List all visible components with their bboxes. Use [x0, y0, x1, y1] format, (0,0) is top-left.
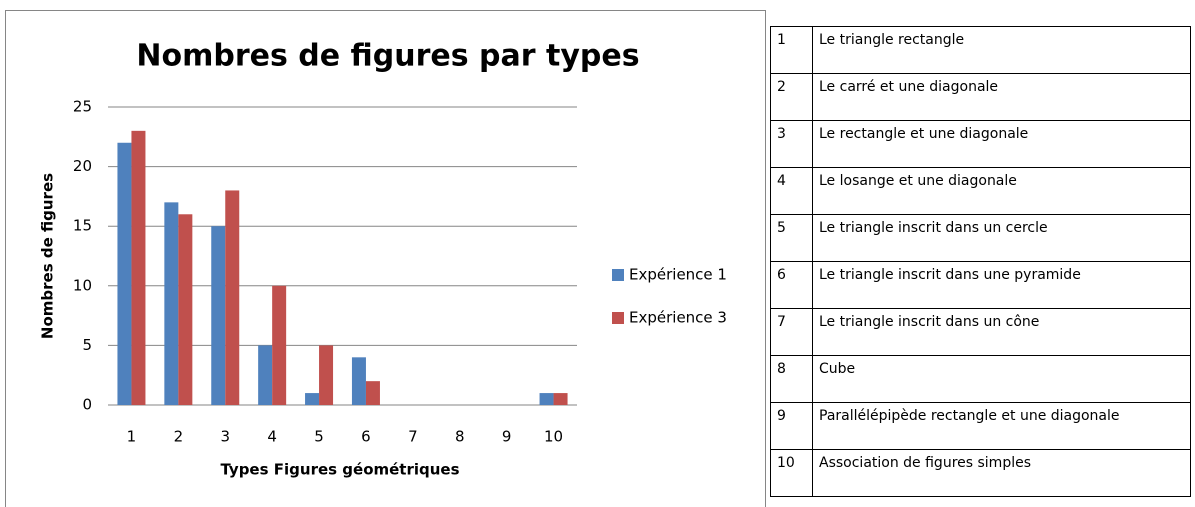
row-label: Le losange et une diagonale: [812, 167, 1191, 215]
bar: [351, 357, 366, 405]
row-number: 8: [770, 355, 813, 403]
y-tick-label: 5: [82, 336, 92, 354]
bar: [164, 202, 179, 405]
row-label: Cube: [812, 355, 1191, 403]
legend-swatch: [612, 312, 624, 324]
row-label: Le triangle inscrit dans un cercle: [812, 214, 1191, 262]
legend-table: 1 Le triangle rectangle 2 Le carré et une d…: [770, 26, 1191, 497]
y-tick-label: 20: [73, 157, 92, 175]
x-tick-label: 5: [314, 428, 324, 446]
bar: [272, 285, 287, 405]
y-tick-label: 25: [73, 98, 92, 116]
row-number: 5: [770, 214, 813, 262]
table-row: 7 Le triangle inscrit dans un cône: [770, 308, 1191, 356]
bar: [211, 226, 226, 405]
bar: [365, 381, 380, 405]
row-number: 1: [770, 26, 813, 74]
x-tick-label: 6: [361, 428, 371, 446]
row-number: 2: [770, 73, 813, 121]
row-label: Le carré et une diagonale: [812, 73, 1191, 121]
x-tick-label: 7: [408, 428, 418, 446]
row-number: 6: [770, 261, 813, 309]
chart: Nombres de figures par types Types Figur…: [5, 10, 766, 507]
x-tick-label: 9: [502, 428, 512, 446]
x-tick-label: 4: [267, 428, 277, 446]
x-tick-label: 3: [220, 428, 230, 446]
table-row: 6 Le triangle inscrit dans une pyramide: [770, 261, 1191, 309]
table-row: 9 Parallélépipède rectangle et une diagon…: [770, 402, 1191, 450]
bar: [178, 214, 193, 405]
row-label: Le triangle inscrit dans une pyramide: [812, 261, 1191, 309]
row-number: 3: [770, 120, 813, 168]
row-number: 9: [770, 402, 813, 450]
y-tick-label: 15: [73, 217, 92, 235]
bar: [553, 393, 568, 405]
row-label: Le triangle rectangle: [812, 26, 1191, 74]
table-row: 1 Le triangle rectangle: [770, 26, 1191, 74]
table-row: 3 Le rectangle et une diagonale: [770, 120, 1191, 168]
bar: [117, 142, 132, 405]
y-axis-label: Nombres de figures: [39, 173, 57, 339]
table-row: 8 Cube: [770, 355, 1191, 403]
row-number: 7: [770, 308, 813, 356]
x-tick-label: 1: [127, 428, 137, 446]
y-tick-label: 10: [73, 276, 92, 294]
y-tick-label: 0: [82, 396, 92, 414]
row-number: 10: [770, 449, 813, 497]
table-row: 4 Le losange et une diagonale: [770, 167, 1191, 215]
bar: [131, 130, 146, 405]
bar: [319, 345, 334, 405]
x-tick-label: 8: [455, 428, 465, 446]
row-label: Le rectangle et une diagonale: [812, 120, 1191, 168]
row-label: Le triangle inscrit dans un cône: [812, 308, 1191, 356]
chart-title: Nombres de figures par types: [136, 39, 639, 74]
row-label: Parallélépipède rectangle et une diagona…: [812, 402, 1191, 450]
table-row: 5 Le triangle inscrit dans un cercle: [770, 214, 1191, 262]
bar: [258, 345, 273, 405]
table-row: 10 Association de figures simples: [770, 449, 1191, 497]
row-label: Association de figures simples: [812, 449, 1191, 497]
row-number: 4: [770, 167, 813, 215]
legend-label: Expérience 3: [629, 309, 727, 327]
bar: [225, 190, 240, 405]
x-tick-label: 10: [544, 428, 563, 446]
x-tick-label: 2: [174, 428, 184, 446]
legend-swatch: [612, 269, 624, 281]
table-row: 2 Le carré et une diagonale: [770, 73, 1191, 121]
bar: [305, 393, 320, 405]
legend-label: Expérience 1: [629, 266, 727, 284]
x-axis-label: Types Figures géométriques: [220, 461, 459, 479]
bar: [539, 393, 554, 405]
